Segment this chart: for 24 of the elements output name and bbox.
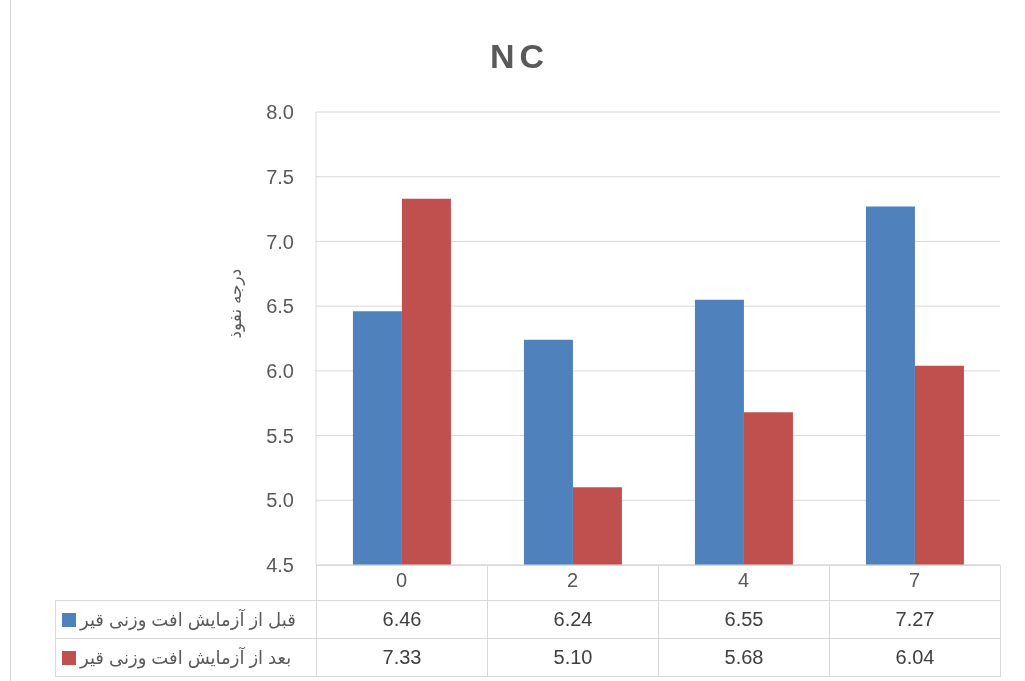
x-tick-label: 0: [395, 569, 408, 592]
y-tick-label: 8.0: [266, 101, 294, 124]
y-tick-label: 4.5: [266, 554, 294, 577]
y-tick-label: 7.5: [266, 165, 294, 188]
data-label: 5.10: [553, 646, 593, 669]
data-label: 5.68: [724, 646, 764, 669]
legend-label: بعد از آزمایش افت وزنی قیر: [80, 646, 292, 669]
data-label: 6.24: [553, 608, 593, 631]
y-axis-title: درجه نفوذ: [226, 268, 246, 339]
x-tick-label: 4: [737, 569, 750, 592]
x-tick-label: 2: [566, 569, 579, 592]
data-label: 7.27: [895, 608, 935, 631]
y-tick-label: 7.0: [266, 230, 294, 253]
x-tick-label: 7: [908, 569, 921, 592]
y-tick-label: 5.5: [266, 424, 294, 447]
y-tick-label: 6.0: [266, 359, 294, 382]
data-label: 6.55: [724, 608, 764, 631]
data-label: 6.46: [382, 608, 422, 631]
data-label: 7.33: [382, 646, 422, 669]
data-label: 6.04: [895, 646, 935, 669]
chart-title: NC: [488, 37, 551, 76]
y-tick-label: 5.0: [266, 489, 294, 512]
y-tick-label: 6.5: [266, 295, 294, 318]
legend-label: قبل از آزمایش افت وزنی قیر: [80, 608, 296, 631]
